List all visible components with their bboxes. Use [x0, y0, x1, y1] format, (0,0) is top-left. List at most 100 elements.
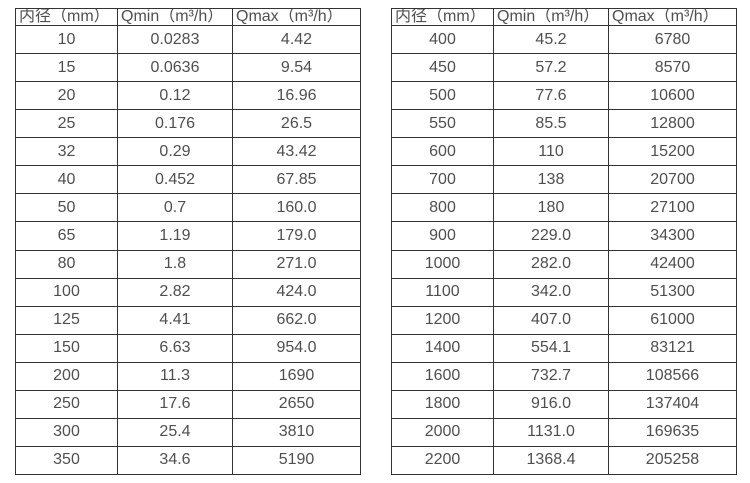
table-row: 450 57.2 8570 [391, 53, 737, 83]
header-cell: Qmin（m³/h） [493, 8, 609, 26]
table-cell: 732.7 [493, 361, 609, 391]
table-row: 1400 554.1 83121 [391, 333, 737, 363]
table-row: 550 85.5 12800 [391, 109, 737, 139]
table-cell: 1368.4 [493, 445, 609, 476]
table-row: 1600 732.7 108566 [391, 361, 737, 391]
table-row: 15 0.0636 9.54 [15, 53, 361, 83]
table-row: 40 0.452 67.85 [15, 165, 361, 195]
table-cell: 554.1 [493, 333, 609, 363]
table-cell: 50 [15, 193, 118, 223]
table-cell: 0.0283 [117, 24, 233, 55]
table-cell: 61000 [608, 305, 737, 335]
table-row: 600 110 15200 [391, 137, 737, 167]
table-cell: 300 [15, 417, 118, 447]
flow-table-right: 内径（mm） Qmin（m³/h） Qmax（m³/h） 400 45.2 6780 450… [391, 8, 737, 476]
table-row: 1100 342.0 51300 [391, 277, 737, 307]
flow-table-left: 内径（mm） Qmin（m³/h） Qmax（m³/h） 10 0.0283 4.42 15… [15, 8, 361, 476]
table-cell: 0.0636 [117, 53, 233, 83]
table-cell: 100 [15, 277, 118, 307]
table-row: 80 1.8 271.0 [15, 249, 361, 279]
header-cell: 内径（mm） [15, 8, 118, 26]
table-cell: 15200 [608, 137, 737, 167]
table-cell: 85.5 [493, 109, 609, 139]
table-cell: 1100 [391, 277, 494, 307]
table-cell: 83121 [608, 333, 737, 363]
table-cell: 137404 [608, 389, 737, 419]
table-row: 100 2.82 424.0 [15, 277, 361, 307]
table-row: 500 77.6 10600 [391, 81, 737, 111]
table-cell: 1000 [391, 249, 494, 279]
table-cell: 1690 [232, 361, 361, 391]
table-row: 1800 916.0 137404 [391, 389, 737, 419]
table-cell: 3810 [232, 417, 361, 447]
table-cell: 0.452 [117, 165, 233, 195]
table-cell: 800 [391, 193, 494, 223]
table-cell: 700 [391, 165, 494, 195]
table-cell: 550 [391, 109, 494, 139]
table-row: 1000 282.0 42400 [391, 249, 737, 279]
table-cell: 179.0 [232, 221, 361, 251]
table-row: 800 180 27100 [391, 193, 737, 223]
table-cell: 0.29 [117, 137, 233, 167]
table-cell: 916.0 [493, 389, 609, 419]
table-row: 2200 1368.4 205258 [391, 445, 737, 476]
table-row: 200 11.3 1690 [15, 361, 361, 391]
table-cell: 43.42 [232, 137, 361, 167]
table-cell: 4.41 [117, 305, 233, 335]
table-cell: 57.2 [493, 53, 609, 83]
header-cell: Qmax（m³/h） [608, 8, 737, 26]
table-cell: 2650 [232, 389, 361, 419]
table-cell: 27100 [608, 193, 737, 223]
table-row: 2000 1131.0 169635 [391, 417, 737, 447]
table-cell: 25 [15, 109, 118, 139]
table-cell: 500 [391, 81, 494, 111]
table-cell: 282.0 [493, 249, 609, 279]
table-cell: 51300 [608, 277, 737, 307]
table-cell: 80 [15, 249, 118, 279]
table-row: 25 0.176 26.5 [15, 109, 361, 139]
table-row: 300 25.4 3810 [15, 417, 361, 447]
header-row: 内径（mm） Qmin（m³/h） Qmax（m³/h） [15, 8, 361, 26]
table-cell: 662.0 [232, 305, 361, 335]
table-cell: 40 [15, 165, 118, 195]
table-cell: 10 [15, 24, 118, 55]
table-cell: 77.6 [493, 81, 609, 111]
table-row: 125 4.41 662.0 [15, 305, 361, 335]
table-cell: 229.0 [493, 221, 609, 251]
table-row: 1200 407.0 61000 [391, 305, 737, 335]
table-cell: 20 [15, 81, 118, 111]
table-cell: 1600 [391, 361, 494, 391]
table-cell: 2200 [391, 445, 494, 476]
table-cell: 205258 [608, 445, 737, 476]
table-cell: 5190 [232, 445, 361, 476]
table-cell: 169635 [608, 417, 737, 447]
table-cell: 125 [15, 305, 118, 335]
table-cell: 1.8 [117, 249, 233, 279]
table-cell: 0.12 [117, 81, 233, 111]
table-cell: 1200 [391, 305, 494, 335]
table-cell: 342.0 [493, 277, 609, 307]
table-row: 32 0.29 43.42 [15, 137, 361, 167]
table-cell: 32 [15, 137, 118, 167]
header-cell: Qmin（m³/h） [117, 8, 233, 26]
table-cell: 10600 [608, 81, 737, 111]
table-cell: 900 [391, 221, 494, 251]
table-cell: 4.42 [232, 24, 361, 55]
table-cell: 6.63 [117, 333, 233, 363]
table-cell: 0.7 [117, 193, 233, 223]
table-cell: 20700 [608, 165, 737, 195]
table-cell: 25.4 [117, 417, 233, 447]
table-cell: 1131.0 [493, 417, 609, 447]
table-cell: 400 [391, 24, 494, 55]
table-row: 65 1.19 179.0 [15, 221, 361, 251]
header-cell: Qmax（m³/h） [232, 8, 361, 26]
table-cell: 11.3 [117, 361, 233, 391]
table-row: 150 6.63 954.0 [15, 333, 361, 363]
table-cell: 1400 [391, 333, 494, 363]
table-cell: 8570 [608, 53, 737, 83]
table-cell: 67.85 [232, 165, 361, 195]
header-cell: 内径（mm） [391, 8, 494, 26]
table-cell: 34300 [608, 221, 737, 251]
table-cell: 138 [493, 165, 609, 195]
table-cell: 9.54 [232, 53, 361, 83]
